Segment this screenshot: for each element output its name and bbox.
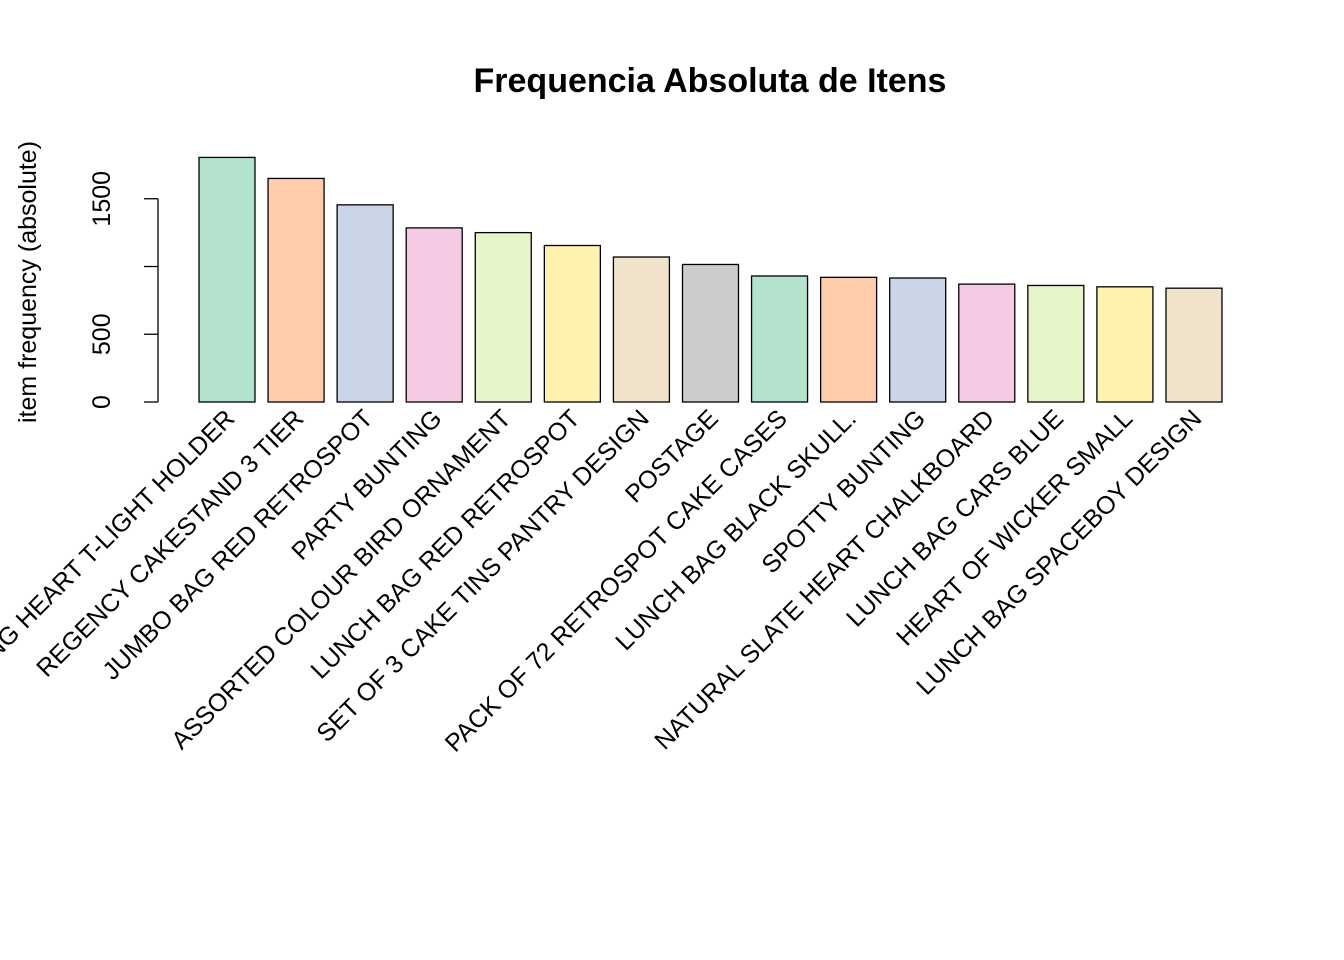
- bar: [474, 231, 532, 403]
- bar: [267, 177, 325, 403]
- bar: [198, 156, 256, 403]
- bar: [405, 227, 463, 403]
- bar: [336, 204, 394, 403]
- y-tick-label: 1500: [88, 171, 116, 227]
- bar: [1096, 286, 1154, 403]
- x-axis-labels: WHITE HANGING HEART T-LIGHT HOLDERREGENC…: [0, 404, 1207, 783]
- bar: [681, 263, 740, 403]
- bar: [889, 277, 947, 403]
- y-axis: 0 500 1500: [88, 171, 159, 409]
- y-axis-label: item frequency (absolute): [14, 141, 42, 423]
- y-tick-label: 0: [88, 395, 116, 409]
- bar: [958, 283, 1016, 403]
- bar: [1165, 287, 1223, 403]
- bar: [750, 275, 809, 403]
- bar: [612, 256, 671, 403]
- bar: [543, 244, 601, 403]
- bars: [198, 156, 1223, 403]
- bar: [819, 276, 878, 403]
- bar: [1027, 284, 1085, 403]
- y-tick-label: 500: [88, 313, 116, 355]
- chart-title: Frequencia Absoluta de Itens: [474, 62, 947, 100]
